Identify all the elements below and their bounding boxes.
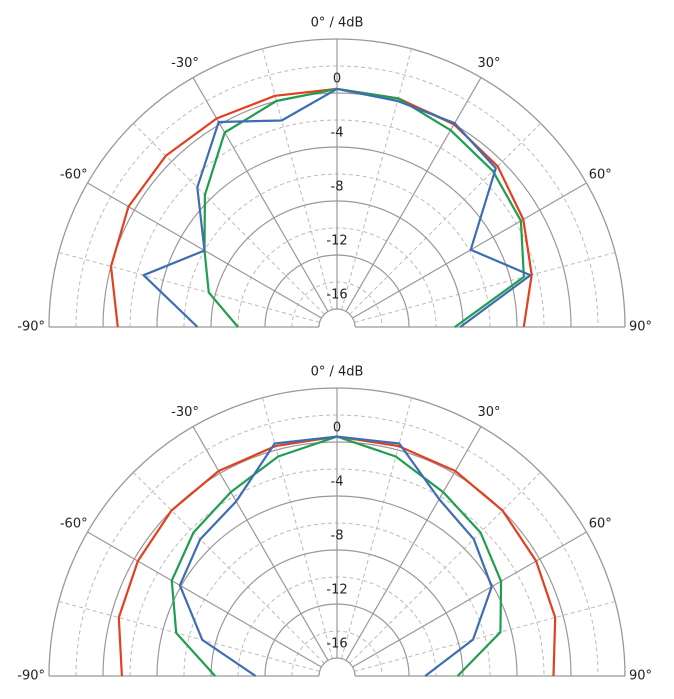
theta-tick-label: 30° [477,405,500,420]
series-line [178,435,493,677]
r-tick-label: 0 [333,72,341,87]
spoke [345,426,482,661]
r-tick-label: -12 [326,234,347,249]
minor-spoke [349,471,542,664]
theta-tick-label: -90° [17,320,45,335]
theta-tick-label: -60° [60,517,88,532]
spoke [192,77,329,312]
ring [318,308,356,328]
minor-spoke [58,600,320,672]
minor-spoke [349,122,542,315]
theta-tick-label: 60° [589,168,612,183]
minor-spoke [58,251,320,323]
minor-spoke [354,251,616,323]
spoke [352,531,587,668]
theta-tick-label: 30° [477,56,500,71]
chart-title: 0° / 4dB [311,365,364,380]
ring [318,657,356,677]
theta-tick-label: 90° [629,320,652,335]
chart-title: 0° / 4dB [311,16,364,31]
minor-spoke [261,48,333,310]
minor-spoke [341,397,413,659]
spoke [192,426,329,661]
spoke [352,182,587,319]
spoke [87,531,322,668]
r-tick-label: -8 [331,529,344,544]
theta-tick-label: -90° [17,669,45,684]
r-tick-label: -4 [331,126,344,141]
theta-tick-label: 90° [629,669,652,684]
r-tick-label: -12 [326,583,347,598]
theta-tick-label: 60° [589,517,612,532]
theta-tick-label: -60° [60,168,88,183]
minor-spoke [132,471,325,664]
r-tick-label: -16 [326,637,347,652]
theta-tick-label: -30° [171,56,199,71]
theta-tick-label: -30° [171,405,199,420]
r-tick-label: -16 [326,288,347,303]
minor-spoke [261,397,333,659]
series-line [109,87,533,328]
minor-spoke [341,48,413,310]
minor-spoke [354,600,616,672]
spoke [345,77,482,312]
r-tick-label: -4 [331,475,344,490]
series-line [142,87,532,328]
r-tick-label: -8 [331,180,344,195]
r-tick-label: 0 [333,421,341,436]
